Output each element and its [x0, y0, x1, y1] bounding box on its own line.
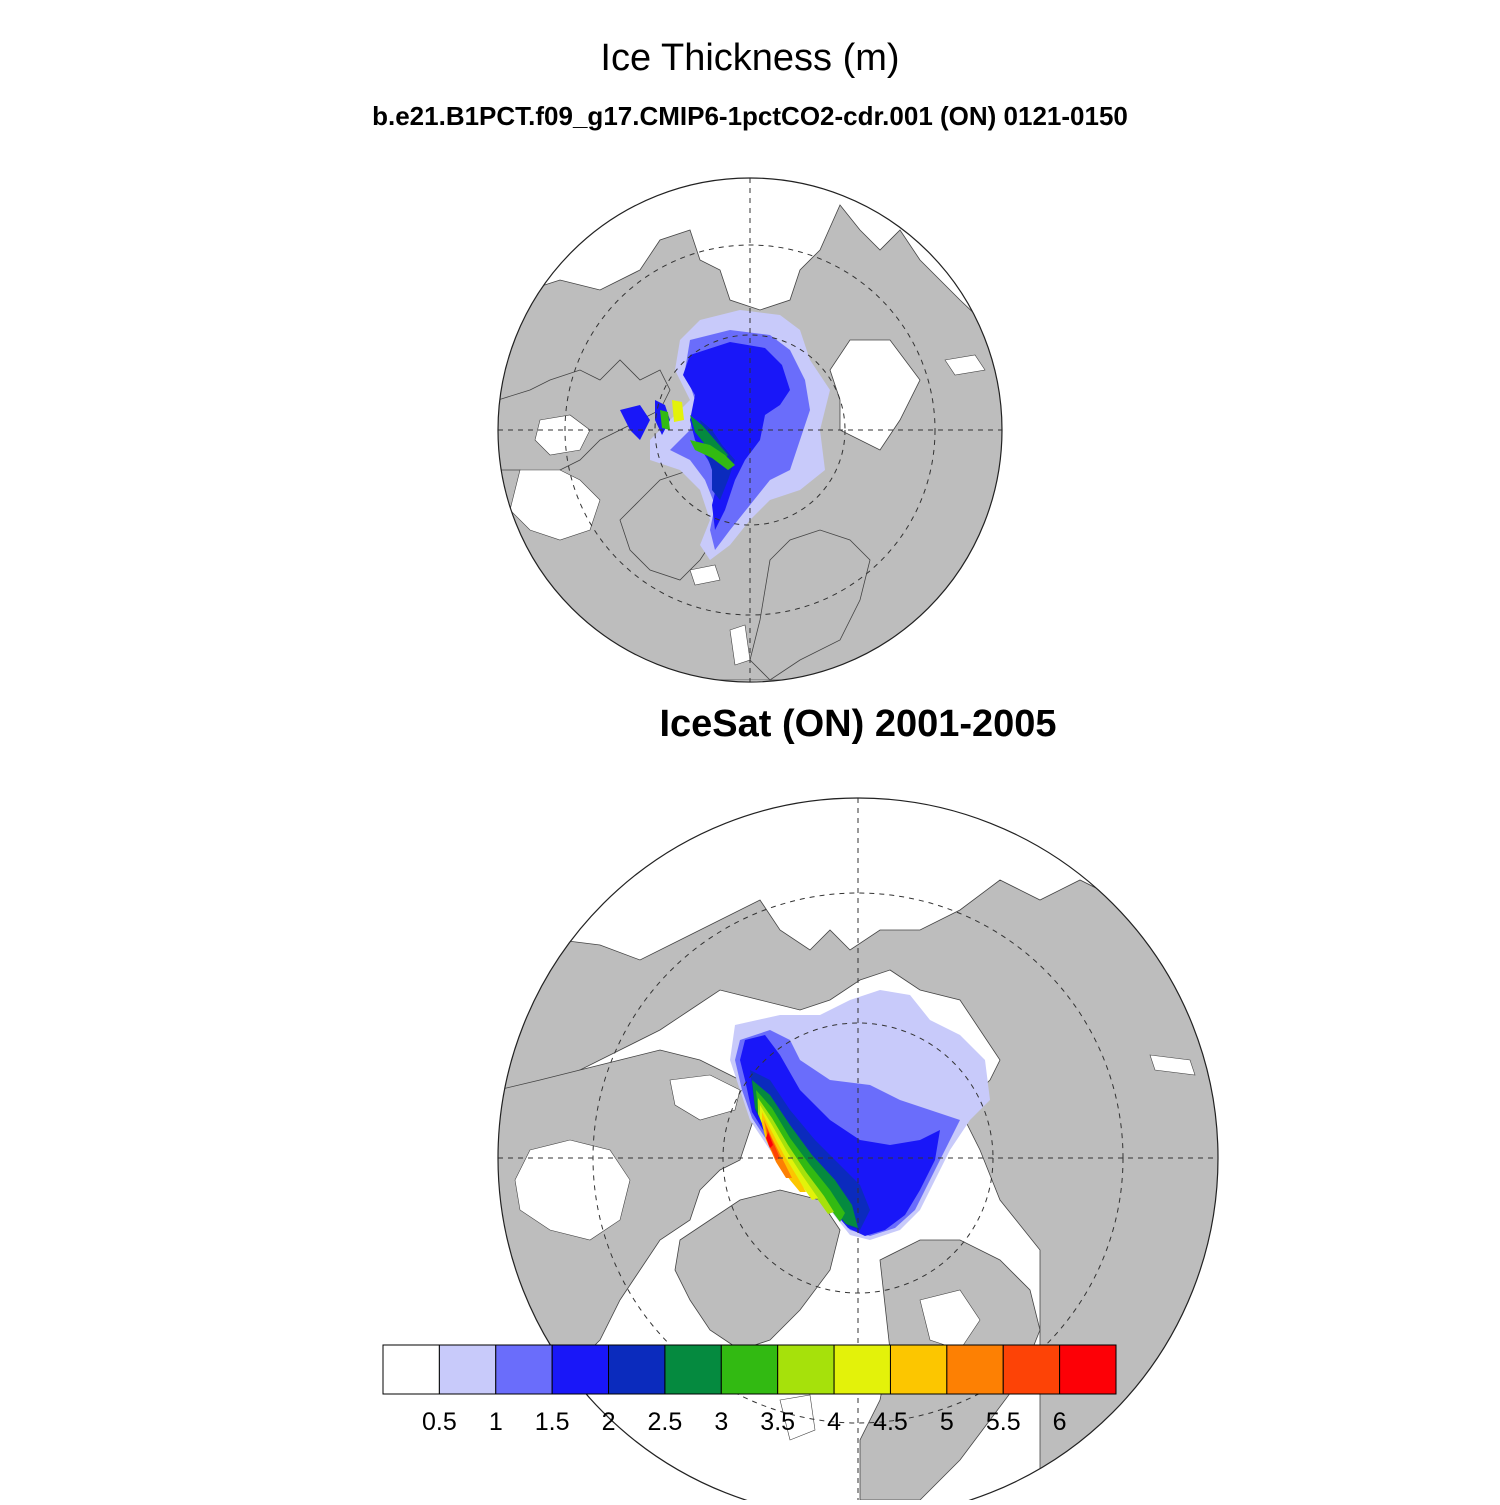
panel1-map-border [497, 177, 1003, 683]
panel2-ice-2.5-3 [752, 1080, 858, 1228]
colorbar-label-10: 5.5 [986, 1408, 1021, 1436]
colorbar-label-7: 4 [827, 1408, 841, 1436]
colorbar-swatch-3 [551, 1344, 610, 1395]
panel1-ice-channel-green [660, 410, 670, 430]
colorbar-swatch-4 [608, 1344, 666, 1395]
panel1-ice-1.5-2 [683, 342, 790, 530]
colorbar-swatch-0 [382, 1344, 440, 1395]
colorbar-swatch-11 [1002, 1344, 1061, 1395]
panel2-ice-3.5-4 [758, 1098, 834, 1214]
colorbar-swatch-5 [664, 1344, 722, 1395]
colorbar-swatch-2 [495, 1344, 553, 1395]
panel1-land-europe [749, 529, 871, 681]
panel1-water-hudson [509, 469, 601, 541]
panel1-ice-3.5 [690, 440, 735, 470]
colorbar-label-3: 2 [602, 1408, 616, 1436]
colorbar-label-2: 1.5 [535, 1408, 570, 1436]
colorbar-swatch-6 [720, 1344, 779, 1395]
colorbar-swatch-10 [946, 1344, 1004, 1395]
panel2-title: IceSat (ON) 2001-2005 [659, 703, 1056, 745]
colorbar: 0.5 1 1.5 2 2.5 3 3.5 4 4.5 5 5.5 6 [382, 1344, 1117, 1436]
panel2-map [498, 798, 1218, 1505]
colorbar-swatch-7 [777, 1344, 835, 1395]
colorbar-label-11: 6 [1053, 1408, 1067, 1436]
panel1-ice-channel-yellow [672, 400, 684, 422]
panel2-map-border [497, 797, 1219, 1505]
colorbar-label-1: 1 [489, 1408, 503, 1436]
colorbar-swatch-9 [889, 1344, 948, 1395]
colorbar-label-6: 3.5 [760, 1408, 795, 1436]
panel2-ice-6plus [766, 1132, 773, 1148]
colorbar-label-9: 5 [940, 1408, 954, 1436]
colorbar-label-5: 3 [714, 1408, 728, 1436]
panel2-ice-4-4.5 [760, 1105, 818, 1200]
colorbar-label-8: 4.5 [873, 1408, 908, 1436]
panel2-land-eurasia [498, 879, 1218, 1501]
figure-title: Ice Thickness (m) [600, 37, 899, 79]
panel2-ice-5.5-6 [766, 1126, 780, 1160]
colorbar-swatch-12 [1059, 1344, 1117, 1395]
panel2-water-hudson [514, 1139, 631, 1241]
panel2-ice-3-3.5 [756, 1090, 845, 1222]
colorbar-label-4: 2.5 [648, 1408, 683, 1436]
panel1-map [498, 178, 1002, 682]
colorbar-swatch-1 [438, 1344, 497, 1395]
panel1-title: b.e21.B1PCT.f09_g17.CMIP6-1pctCO2-cdr.00… [372, 101, 1128, 131]
colorbar-swatch-8 [833, 1344, 891, 1395]
panel2-land-greenland [674, 1189, 841, 1351]
panel2-ice-1.5-2 [740, 1035, 940, 1236]
panel1-ice-3 [690, 415, 728, 462]
colorbar-label-0: 0.5 [422, 1408, 457, 1436]
